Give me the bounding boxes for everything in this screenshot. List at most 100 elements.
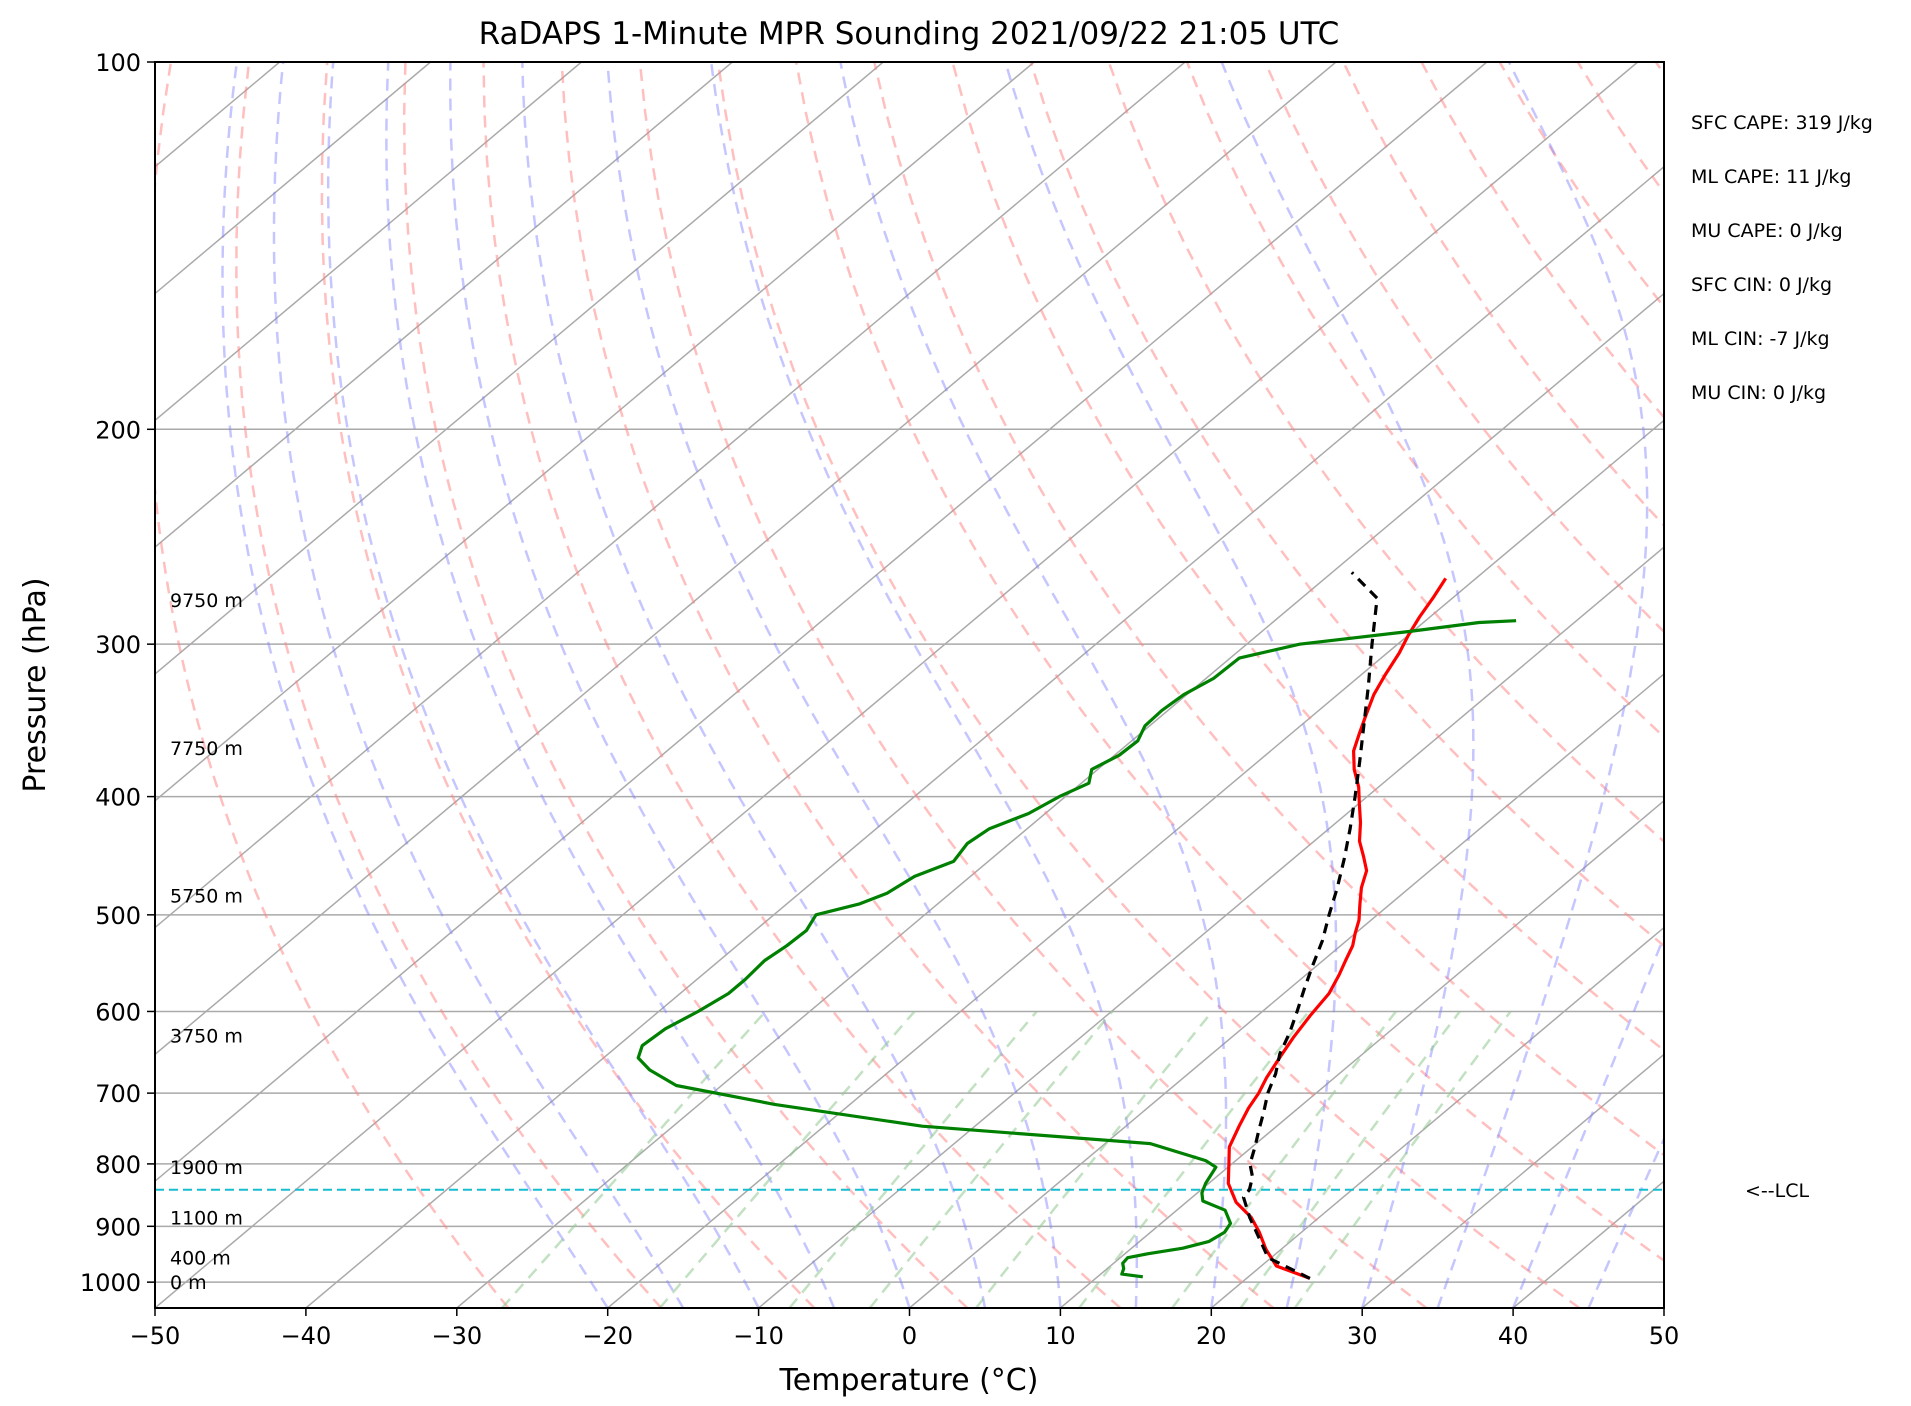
isotherm-line <box>155 62 1035 802</box>
height-label: 7750 m <box>170 738 243 760</box>
dry-adiabat-line <box>235 62 663 1308</box>
height-label: 1900 m <box>170 1157 243 1179</box>
y-tick-label: 1000 <box>80 1269 141 1297</box>
dry-adiabat-line <box>1185 62 1664 739</box>
mixing-ratio-line <box>788 1010 1038 1308</box>
dry-adiabat-line <box>155 62 510 1308</box>
isotherm-line <box>155 62 1488 1183</box>
isotherm-line <box>1059 799 1664 1308</box>
moist-adiabat-line <box>1004 62 1338 1308</box>
lcl-label: <--LCL <box>1745 1180 1809 1202</box>
isotherm-line <box>155 62 432 295</box>
mixing-ratio-line <box>1171 1010 1397 1308</box>
x-tick-label: −20 <box>582 1322 633 1350</box>
x-tick-label: −40 <box>281 1322 332 1350</box>
x-tick-label: 50 <box>1649 1322 1680 1350</box>
moist-adiabat-line <box>1511 933 1664 1308</box>
isotherm-line <box>155 62 1186 929</box>
x-tick-label: 10 <box>1045 1322 1076 1350</box>
height-label: 400 m <box>170 1248 231 1270</box>
x-axis: −50 −40 −30 −20 −10 0 10 20 30 40 50 <box>130 1308 1680 1350</box>
dry-adiabat-line <box>794 62 1664 1263</box>
y-axis: 100 200 300 400 500 600 700 800 900 1000 <box>80 49 155 1297</box>
dry-adiabat-line <box>1576 62 1664 195</box>
isotherm-line <box>1210 926 1664 1308</box>
dry-adiabat-line <box>320 62 816 1308</box>
isotherm-line <box>1663 1307 1664 1308</box>
dry-adiabat-line <box>1420 62 1664 420</box>
x-tick-label: 0 <box>902 1322 917 1350</box>
moist-adiabat-line <box>839 62 1228 1308</box>
isotherm-line <box>155 62 1337 1056</box>
isotherm-line <box>155 62 884 675</box>
mixing-ratio-line <box>501 1010 767 1308</box>
moist-adiabat-line <box>521 62 987 1308</box>
moist-adiabat-line <box>1436 62 1649 1308</box>
dry-adiabat-line <box>402 62 969 1308</box>
dry-adiabat-line <box>1029 62 1664 948</box>
x-tick-label: −30 <box>431 1322 482 1350</box>
x-tick-label: 20 <box>1196 1322 1227 1350</box>
dry-adiabat-line <box>716 62 1581 1308</box>
isotherm-line <box>758 546 1664 1308</box>
moist-adiabat-line <box>709 62 1139 1308</box>
moist-adiabat-line <box>606 62 1062 1308</box>
mixing-ratio-line <box>1293 1010 1512 1308</box>
mixing-ratio-line <box>1239 1010 1461 1308</box>
reference-lines <box>155 62 1911 1308</box>
dewpoint-line <box>636 619 1517 1279</box>
isotherm-line <box>909 672 1664 1308</box>
isotherm-line <box>607 419 1664 1308</box>
height-label: 0 m <box>170 1272 207 1294</box>
height-label: 9750 m <box>170 590 243 612</box>
x-tick-label: −50 <box>130 1322 181 1350</box>
moist-adiabat-line <box>1662 1305 1664 1308</box>
mixing-ratio-line <box>1078 1010 1310 1308</box>
stability-annotation: SFC CIN: 0 J/kg <box>1691 274 1832 296</box>
dry-adiabat-line <box>1734 62 1911 1308</box>
moist-adiabat-line <box>272 62 685 1308</box>
moist-adiabat-line <box>1220 62 1475 1308</box>
y-tick-label: 700 <box>95 1080 141 1108</box>
dry-adiabat-line <box>1498 62 1664 309</box>
y-tick-label: 100 <box>95 49 141 77</box>
stability-annotation: ML CAPE: 11 J/kg <box>1691 166 1851 188</box>
dry-adiabat-line <box>482 62 1122 1308</box>
isotherm-line <box>305 165 1664 1308</box>
dry-adiabat-line <box>1890 62 1911 1308</box>
y-tick-label: 600 <box>95 998 141 1026</box>
isotherm-line <box>456 292 1664 1308</box>
isotherm-line <box>1512 1180 1664 1308</box>
height-label: 3750 m <box>170 1026 243 1048</box>
x-tick-label: 40 <box>1498 1322 1529 1350</box>
y-tick-label: 400 <box>95 784 141 812</box>
height-label: 5750 m <box>170 885 243 907</box>
stability-annotations: SFC CAPE: 319 J/kg ML CAPE: 11 J/kg MU CAP… <box>1691 112 1873 404</box>
moist-adiabat-line <box>326 62 760 1308</box>
dry-adiabat-line <box>1654 62 1664 77</box>
moist-adiabat-line <box>1587 1136 1664 1308</box>
y-tick-label: 200 <box>95 416 141 444</box>
x-tick-label: −10 <box>733 1322 784 1350</box>
moist-adiabat-line <box>385 62 836 1308</box>
stability-annotation: MU CAPE: 0 J/kg <box>1691 220 1843 242</box>
mixing-ratio-line <box>868 1010 1114 1308</box>
x-tick-label: 30 <box>1347 1322 1378 1350</box>
y-tick-label: 500 <box>95 902 141 930</box>
height-label: 1100 m <box>170 1207 243 1229</box>
parcel_profile-line <box>1241 571 1379 1280</box>
y-axis-label: Pressure (hPa) <box>18 577 53 792</box>
dry-adiabat-line <box>560 62 1275 1308</box>
stability-annotation: SFC CAPE: 319 J/kg <box>1691 112 1873 134</box>
isotherm-line <box>155 62 582 422</box>
dry-adiabat-line <box>951 62 1664 1052</box>
x-axis-label: Temperature (°C) <box>779 1363 1039 1398</box>
temperature-line <box>1226 577 1448 1280</box>
isotherm-line <box>155 62 733 549</box>
dry-adiabat-line <box>1107 62 1664 844</box>
mixing-ratio-line <box>975 1010 1214 1308</box>
y-tick-label: 800 <box>95 1151 141 1179</box>
stability-annotation: MU CIN: 0 J/kg <box>1691 382 1826 404</box>
